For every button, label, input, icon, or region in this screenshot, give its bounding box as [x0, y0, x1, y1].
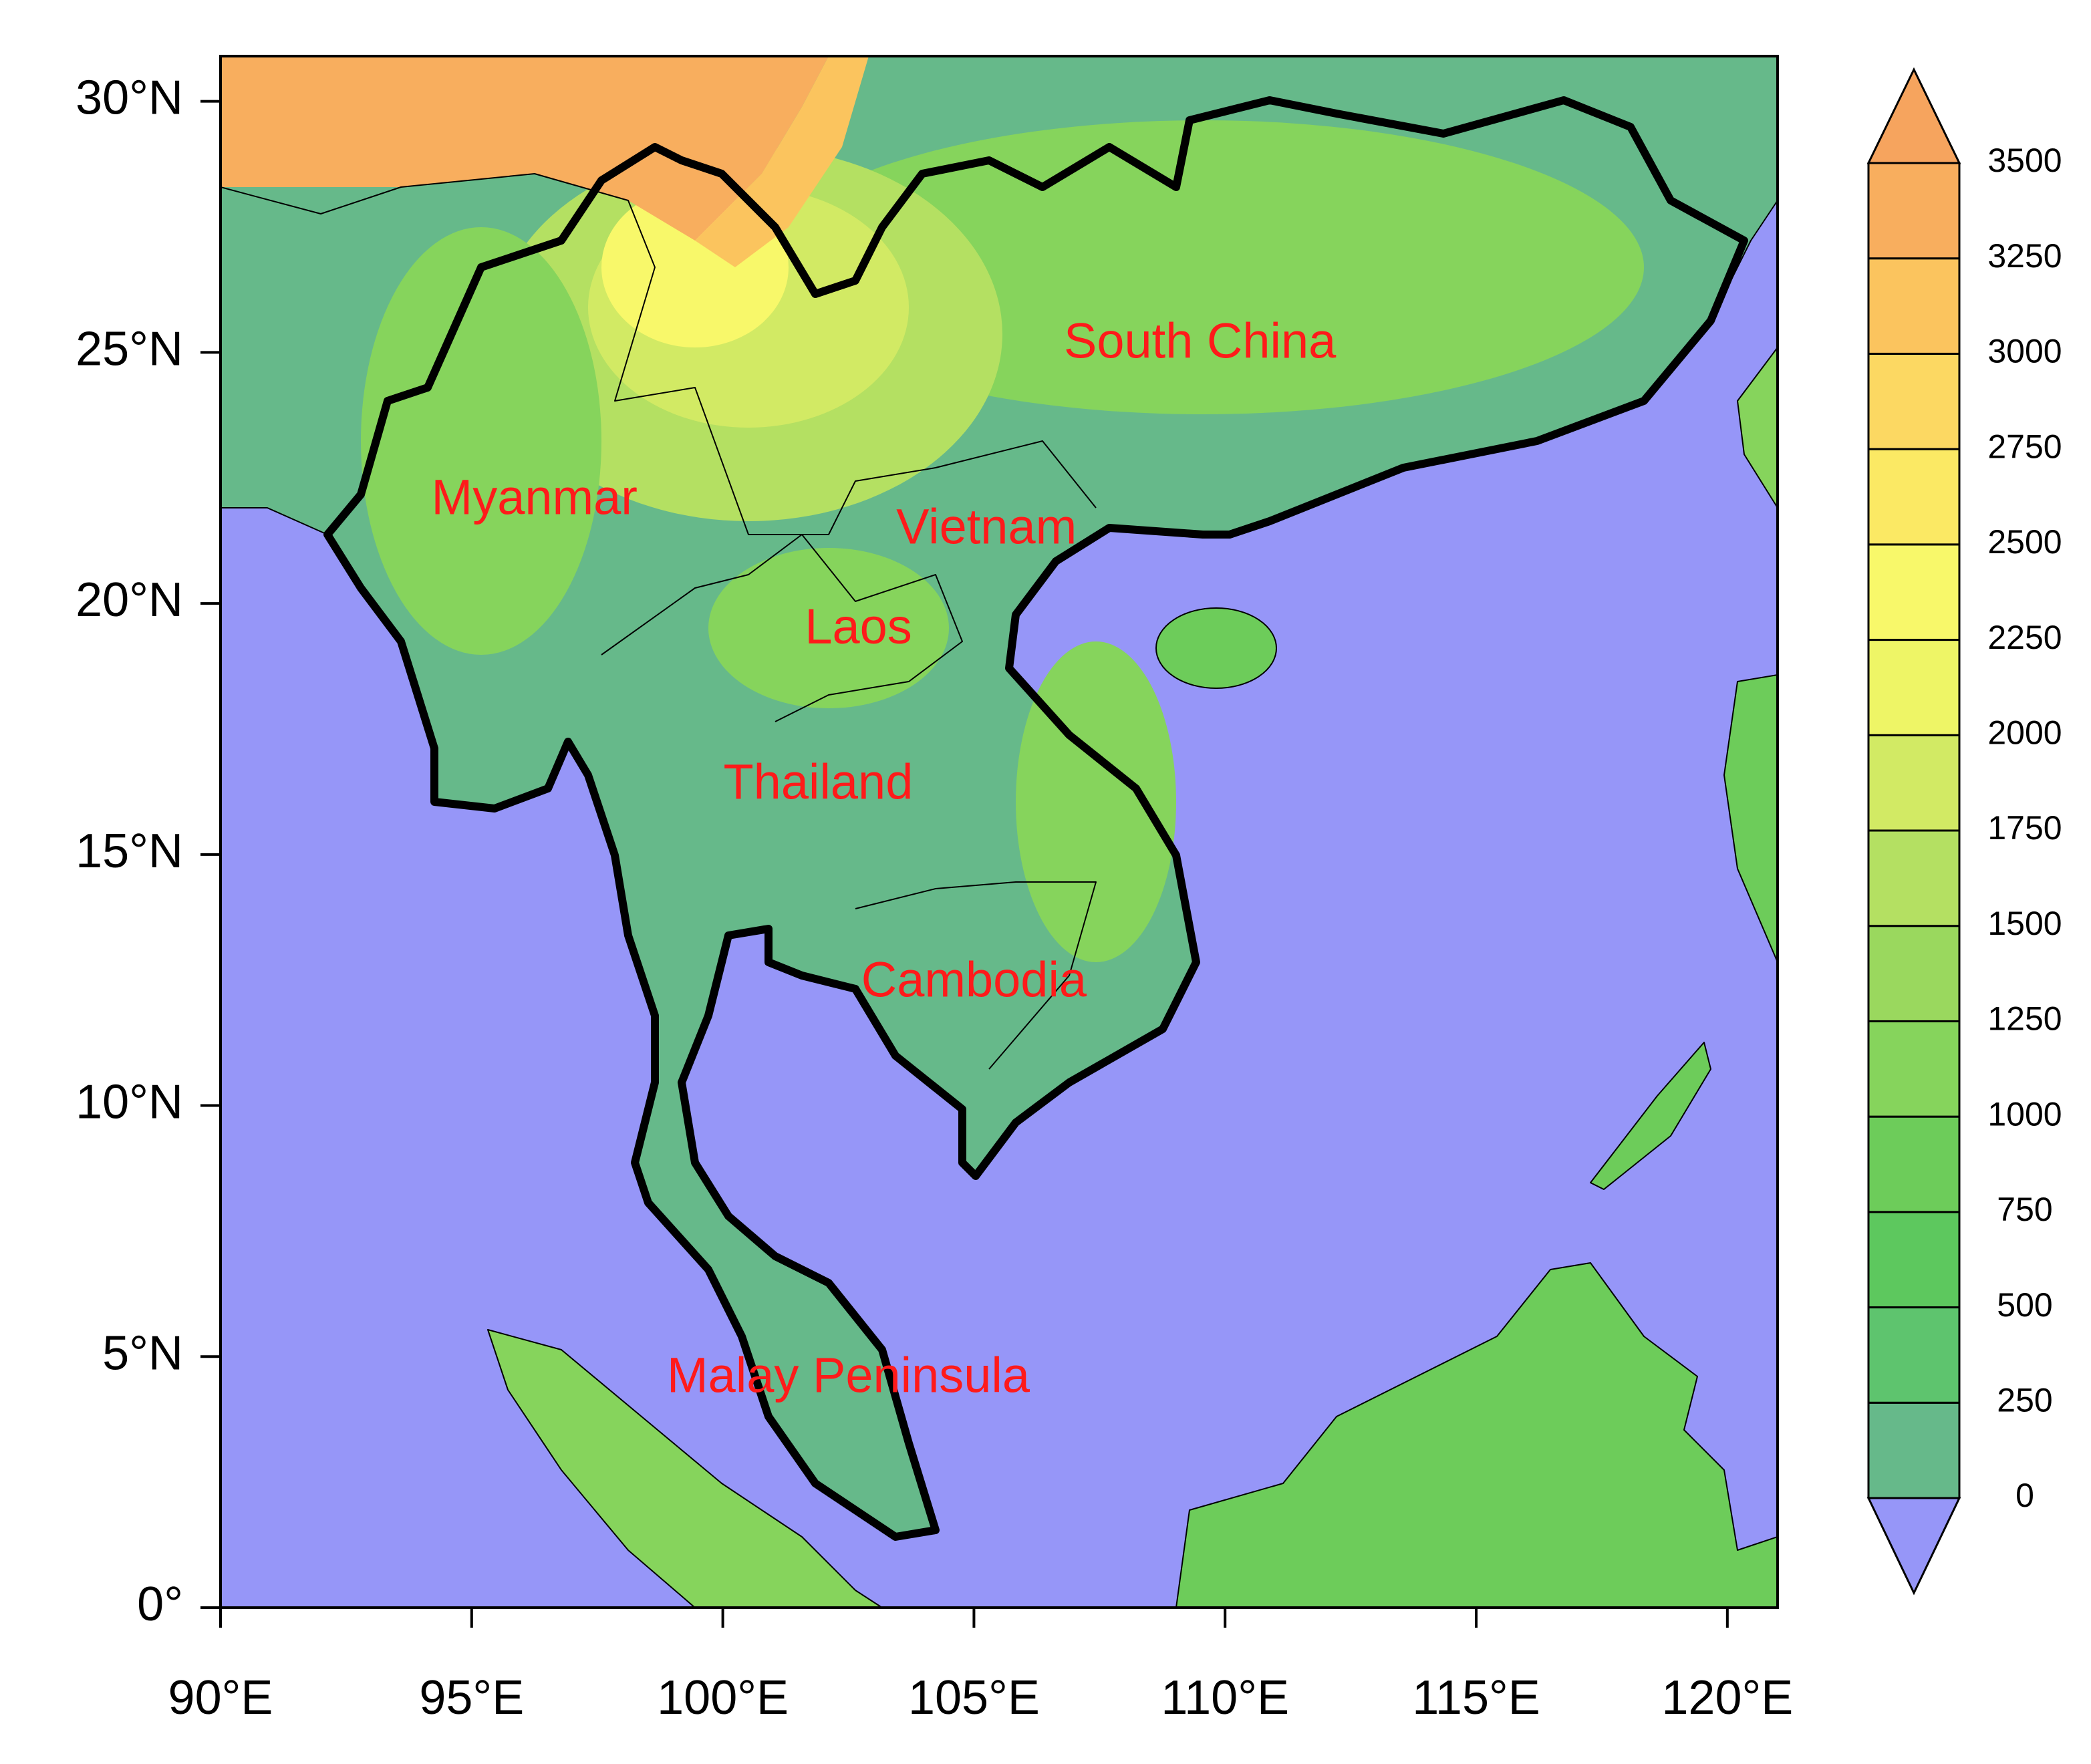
y-tick-label: 10°N [76, 1076, 183, 1129]
colorbar-label: 750 [1997, 1191, 2052, 1228]
colorbar-label: 1000 [1987, 1095, 2062, 1133]
colorbar-label: 1500 [1987, 905, 2062, 942]
colorbar-band [1867, 162, 1961, 260]
colorbar-band [1867, 1401, 1961, 1499]
y-tick-label: 0° [137, 1578, 183, 1631]
hainan [1155, 607, 1277, 689]
y-tick-label: 25°N [76, 322, 183, 376]
plot-frame [219, 55, 1779, 1609]
region-label: South China [1064, 313, 1337, 369]
region-label: Cambodia [861, 951, 1087, 1007]
x-tick-label: 105°E [908, 1671, 1040, 1725]
colorbar-label: 2500 [1987, 523, 2062, 561]
y-tick-label: 30°N [76, 71, 183, 125]
region-label: Malay Peninsula [667, 1348, 1030, 1403]
x-tick-label: 100°E [657, 1671, 789, 1725]
colorbar-label: 500 [1997, 1286, 2052, 1324]
x-tick-label: 110°E [1161, 1671, 1289, 1725]
colorbar-band [1867, 734, 1961, 832]
colorbar-band [1867, 352, 1961, 450]
colorbar-label: 0 [2015, 1477, 2034, 1514]
x-tick-label: 90°E [168, 1671, 273, 1725]
colorbar-label: 3000 [1987, 333, 2062, 370]
borneo [1175, 1262, 1778, 1608]
terrain [221, 56, 1778, 1608]
x-tick-label: 115°E [1412, 1671, 1540, 1725]
region-label: Vietnam [896, 499, 1077, 555]
x-tick-label: 95°E [419, 1671, 524, 1725]
colorbar-band [1867, 1306, 1961, 1404]
colorbar-label: 3500 [1987, 142, 2062, 179]
y-tick-label: 15°N [76, 825, 183, 878]
y-tick-label: 20°N [76, 573, 183, 627]
sumatra [487, 1329, 883, 1608]
colorbar-band [1867, 1211, 1961, 1309]
colorbar-band [1867, 925, 1961, 1022]
region-label: Laos [805, 599, 912, 654]
colorbar-label: 1250 [1987, 1000, 2062, 1038]
colorbar-band [1867, 1115, 1961, 1213]
colorbar-label: 3250 [1987, 237, 2062, 275]
study-region-outline [323, 96, 1748, 1541]
colorbar-label: 2750 [1987, 428, 2062, 465]
taiwan [1737, 347, 1778, 508]
colorbar-band [1867, 543, 1961, 641]
y-tick-label: 5°N [102, 1326, 183, 1380]
philippines [1723, 674, 1778, 963]
colorbar-label: 1750 [1987, 809, 2062, 847]
x-tick-label: 120°E [1661, 1671, 1793, 1725]
colorbar-band [1867, 829, 1961, 927]
colorbar-label: 2250 [1987, 619, 2062, 656]
colorbar-under [1866, 1497, 1961, 1596]
region-label: Myanmar [432, 469, 638, 525]
colorbar-label: 2000 [1987, 714, 2062, 751]
colorbar-over [1866, 67, 1961, 164]
colorbar-band [1867, 1020, 1961, 1118]
colorbar-band [1867, 448, 1961, 546]
colorbar-label: 250 [1997, 1381, 2052, 1419]
colorbar-band [1867, 257, 1961, 355]
region-label: Thailand [723, 754, 913, 809]
colorbar-band [1867, 639, 1961, 736]
palawan [1590, 1042, 1711, 1190]
